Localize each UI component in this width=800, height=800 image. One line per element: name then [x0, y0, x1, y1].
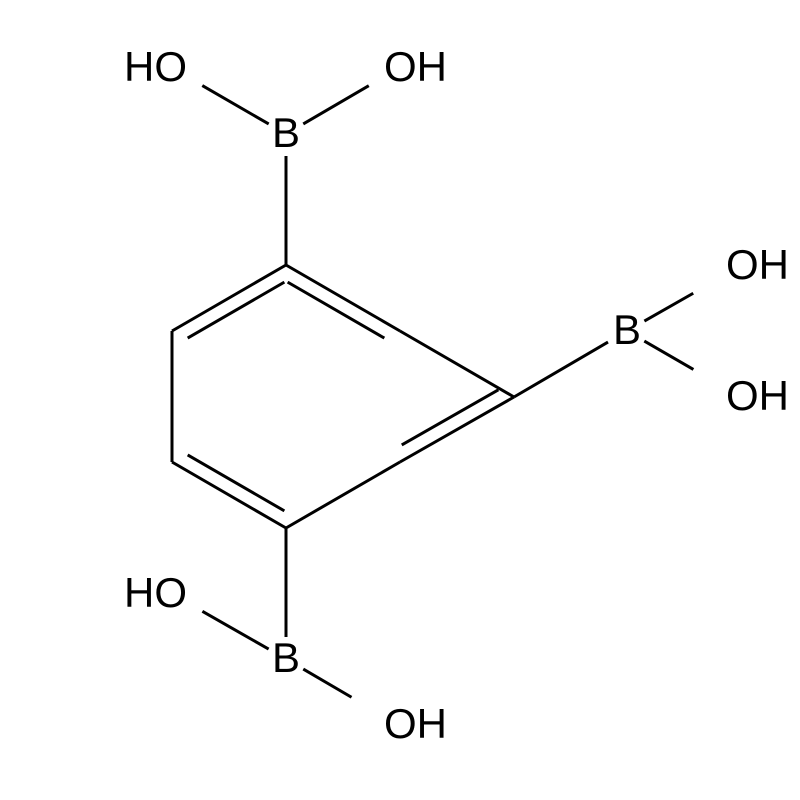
molecule-diagram: B B B HO OH OH OH HO OH — [0, 0, 800, 800]
svg-text:OH: OH — [384, 700, 447, 747]
svg-text:HO: HO — [124, 43, 187, 90]
svg-text:OH: OH — [384, 43, 447, 90]
svg-text:HO: HO — [124, 569, 187, 616]
svg-text:B: B — [272, 634, 300, 681]
svg-text:OH: OH — [726, 241, 789, 288]
svg-text:OH: OH — [726, 372, 789, 419]
svg-text:B: B — [613, 306, 641, 353]
svg-text:B: B — [272, 109, 300, 156]
